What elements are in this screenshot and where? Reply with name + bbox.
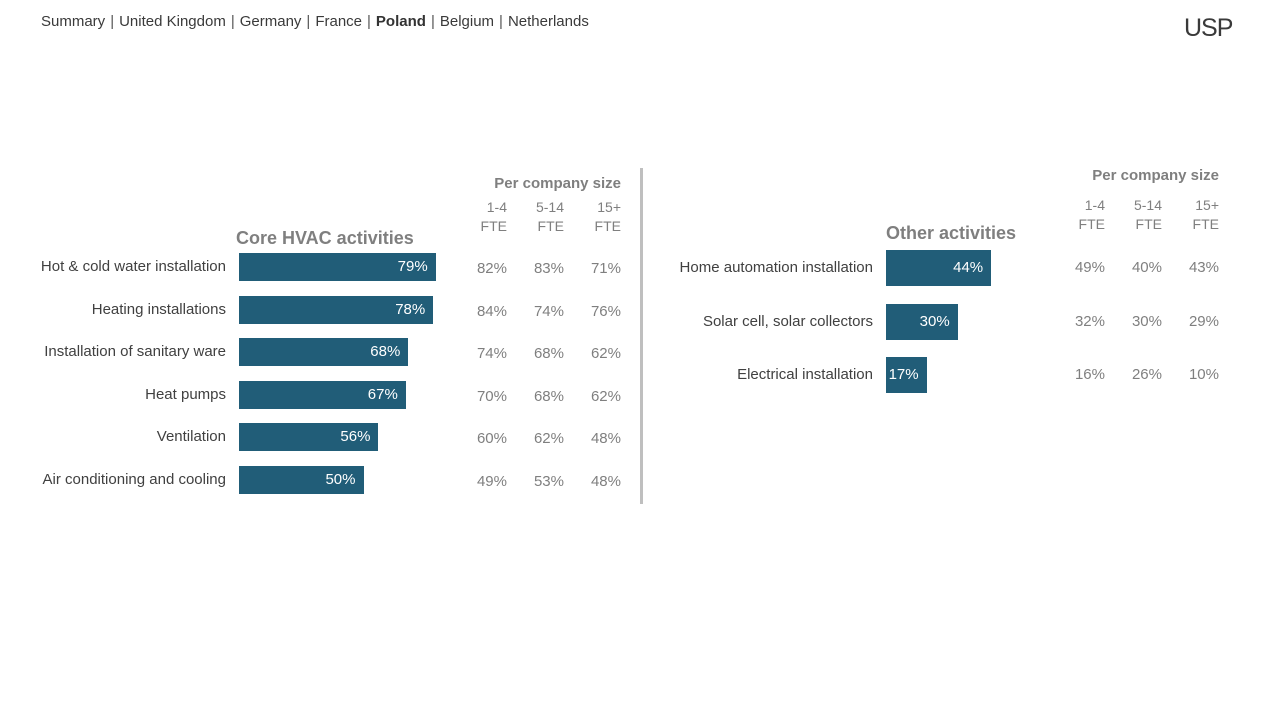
size-value: 76% (590, 302, 621, 320)
size-column-header: 5-14 FTE (535, 199, 564, 234)
bar-value-label: 67% (367, 385, 398, 403)
category-label: Solar cell, solar collectors (702, 312, 873, 330)
size-value: 48% (590, 473, 621, 490)
bar-value-label: 68% (370, 343, 401, 361)
size-value: 48% (590, 430, 621, 448)
nav-link-germany[interactable]: Germany (239, 13, 302, 30)
bar-value-label: 56% (340, 428, 371, 446)
panel-divider (640, 168, 643, 504)
size-value: 82% (476, 260, 507, 277)
bar-value-label: 17% (888, 366, 919, 383)
bar-value-label: 44% (953, 259, 984, 276)
size-value: 60% (476, 430, 507, 448)
nav-link-poland[interactable]: Poland (375, 13, 426, 30)
nav-link-netherlands[interactable]: Netherlands (507, 13, 589, 30)
bar-value-label: 79% (397, 258, 428, 275)
nav-separator: | (110, 13, 115, 30)
usp-logo: USP (1184, 14, 1234, 48)
size-value: 62% (590, 345, 621, 363)
category-label: Home automation installation (679, 259, 873, 276)
table-title: Per company size (1092, 167, 1219, 184)
bar (239, 253, 436, 281)
bar (886, 250, 992, 286)
table-title: Per company size (494, 175, 621, 192)
bar (886, 303, 958, 340)
size-value: 26% (1131, 366, 1162, 383)
size-value: 62% (533, 430, 564, 448)
size-value: 29% (1188, 312, 1219, 330)
nav-separator: | (367, 13, 371, 30)
category-label: Heat pumps (145, 385, 226, 403)
bar (886, 357, 927, 393)
size-value: 32% (1074, 312, 1105, 330)
nav-separator: | (499, 13, 503, 30)
category-label: Air conditioning and cooling (42, 471, 226, 488)
chart-title: Core HVAC activities (236, 228, 414, 248)
nav-separator: | (230, 13, 235, 30)
bar (239, 295, 434, 324)
nav-link-france[interactable]: France (315, 13, 363, 30)
nav-link-summary[interactable]: Summary (41, 13, 106, 30)
size-value: 49% (476, 473, 507, 490)
size-column-header: 5-14 FTE (1133, 197, 1162, 232)
size-value: 30% (1131, 312, 1162, 330)
size-value: 49% (1074, 259, 1105, 276)
size-value: 74% (533, 302, 564, 320)
nav-link-belgium[interactable]: Belgium (439, 13, 495, 30)
size-value: 71% (590, 260, 621, 277)
logo-text: USP (1184, 14, 1233, 42)
category-label: Installation of sanitary ware (44, 343, 226, 361)
size-value: 74% (476, 345, 507, 363)
nav-link-united-kingdom[interactable]: United Kingdom (119, 13, 226, 30)
chart-title: Other activities (886, 223, 1017, 243)
size-column-header: 15+ FTE (1192, 197, 1219, 232)
size-value: 70% (476, 387, 507, 405)
size-column-header: 1-4 FTE (1078, 197, 1105, 232)
category-label: Ventilation (156, 428, 226, 446)
size-value: 16% (1074, 366, 1105, 383)
bar (239, 380, 406, 409)
size-column-header: 1-4 FTE (480, 199, 507, 234)
size-value: 53% (533, 473, 564, 490)
category-label: Electrical installation (737, 366, 873, 383)
bar-value-label: 78% (395, 300, 426, 318)
bar (239, 466, 364, 494)
size-value: 40% (1131, 259, 1162, 276)
size-column-header: 15+ FTE (594, 199, 621, 234)
size-value: 62% (590, 387, 621, 405)
bar-value-label: 50% (325, 471, 356, 488)
size-value: 83% (533, 260, 564, 277)
size-value: 43% (1188, 259, 1219, 276)
size-value: 10% (1188, 366, 1219, 383)
nav-separator: | (306, 13, 311, 30)
category-label: Heating installations (91, 300, 226, 318)
nav-separator: | (430, 13, 435, 30)
category-label: Hot & cold water installation (40, 258, 226, 275)
country-nav: Summary | United Kingdom | Germany | France | Po… (41, 13, 589, 30)
bar (239, 423, 379, 452)
bar-value-label: 30% (919, 312, 950, 330)
bar (239, 338, 409, 367)
size-value: 84% (476, 302, 507, 320)
size-value: 68% (533, 345, 564, 363)
size-value: 68% (533, 387, 564, 405)
